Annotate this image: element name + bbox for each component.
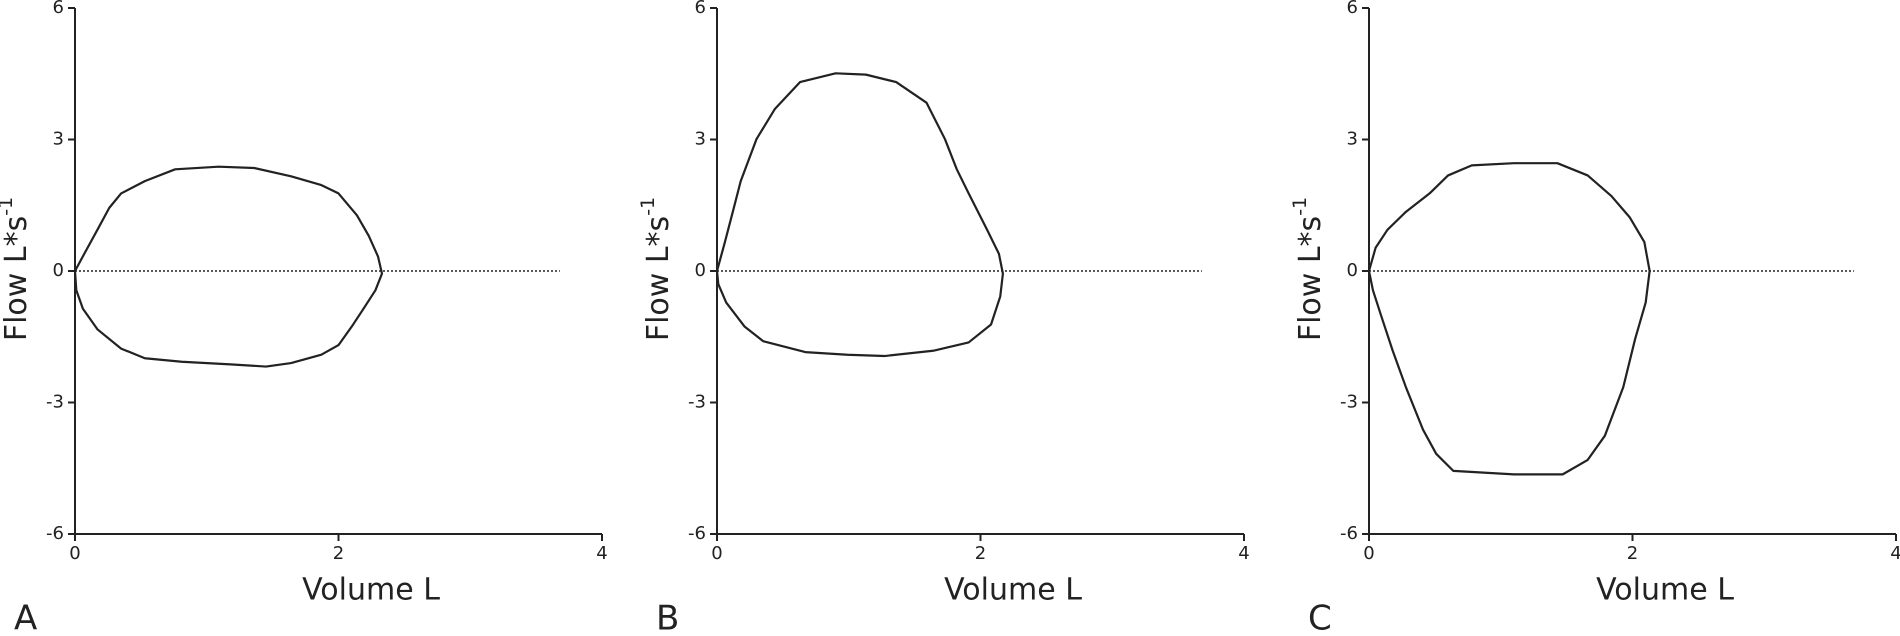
flow-volume-loop — [1367, 162, 1651, 476]
y-tick-label: 3 — [695, 129, 706, 150]
y-tick-label: -6 — [688, 523, 706, 544]
y-axis-label-text: Flow L*s — [641, 216, 676, 341]
flow-volume-loop — [715, 72, 1004, 358]
y-tick-label: 0 — [695, 260, 706, 281]
y-axis-label: Flow L*s-1 — [0, 197, 34, 341]
x-tick-label: 2 — [1627, 543, 1638, 564]
y-tick-label: -3 — [688, 392, 706, 413]
y-tick-label: 3 — [1347, 129, 1358, 150]
y-axis-label: Flow L*s-1 — [1289, 197, 1328, 341]
x-tick-label: 0 — [69, 543, 80, 564]
y-tick-label: 6 — [53, 0, 64, 18]
y-axis-label-superscript: -1 — [637, 197, 659, 216]
flow-volume-loop — [73, 165, 384, 368]
y-tick-label: -3 — [46, 392, 64, 413]
y-axis-label: Flow L*s-1 — [637, 197, 676, 341]
panel-letter: C — [1308, 599, 1332, 636]
x-axis-label: Volume L — [944, 573, 1082, 608]
x-tick-label: 2 — [975, 543, 986, 564]
x-tick-label: 4 — [1238, 543, 1249, 564]
y-axis-label-text: Flow L*s — [1293, 216, 1328, 341]
y-tick-label: 0 — [53, 260, 64, 281]
y-tick-label: -6 — [46, 523, 64, 544]
y-axis-label-superscript: -1 — [0, 197, 17, 216]
y-tick-label: 0 — [1347, 260, 1358, 281]
y-axis-label-text: Flow L*s — [0, 216, 34, 341]
panel-letter: A — [14, 599, 37, 636]
x-tick-label: 4 — [1890, 543, 1900, 564]
y-tick-label: 6 — [1347, 0, 1358, 18]
y-tick-label: 3 — [53, 129, 64, 150]
y-tick-label: -6 — [1340, 523, 1358, 544]
x-axis-label: Volume L — [1596, 573, 1734, 608]
y-axis-label-superscript: -1 — [1289, 197, 1311, 216]
x-tick-label: 0 — [711, 543, 722, 564]
x-tick-label: 4 — [596, 543, 607, 564]
y-tick-label: 6 — [695, 0, 706, 18]
x-tick-label: 0 — [1363, 543, 1374, 564]
x-axis-label: Volume L — [302, 573, 440, 608]
panel-letter: B — [656, 599, 679, 636]
x-tick-label: 2 — [333, 543, 344, 564]
y-tick-label: -3 — [1340, 392, 1358, 413]
